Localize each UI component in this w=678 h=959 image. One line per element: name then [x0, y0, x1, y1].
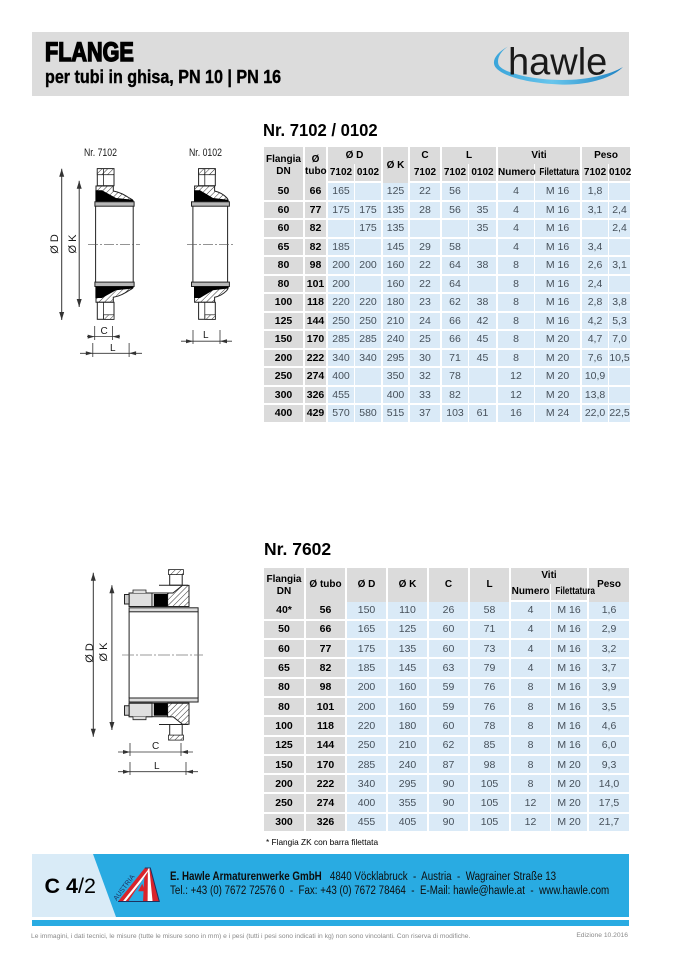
svg-text:C: C: [101, 326, 108, 337]
svg-text:C: C: [152, 741, 159, 752]
svg-text:L: L: [110, 343, 116, 354]
svg-text:Nr. 0102: Nr. 0102: [189, 147, 222, 159]
svg-text:Ø D: Ø D: [84, 643, 96, 663]
svg-text:L: L: [203, 330, 209, 341]
svg-text:hawle: hawle: [508, 42, 607, 84]
svg-text:Ø D: Ø D: [49, 234, 61, 254]
svg-text:Ø K: Ø K: [98, 642, 110, 662]
svg-text:L: L: [154, 761, 160, 772]
svg-text:Nr. 7102: Nr. 7102: [84, 147, 117, 159]
svg-text:Ø K: Ø K: [67, 234, 79, 254]
